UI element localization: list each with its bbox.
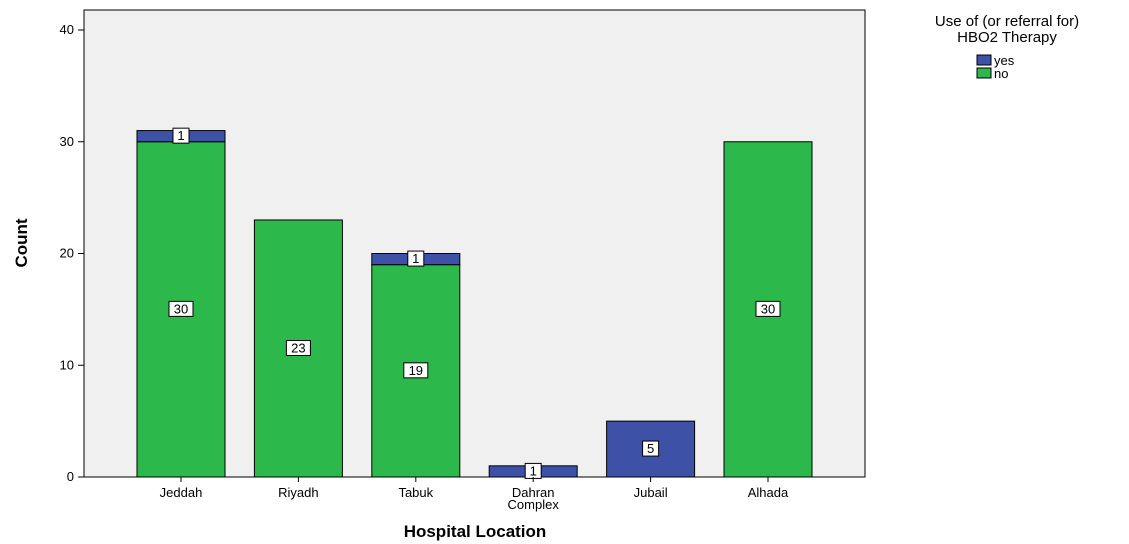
y-tick-label: 30 [60, 134, 74, 149]
legend-title-line1: Use of (or referral for) [935, 13, 1079, 30]
data-label: 5 [642, 440, 660, 457]
data-label: 23 [285, 339, 311, 356]
data-label: 19 [403, 362, 429, 379]
data-labels: 30 1 23 19 1 1 5 30 [168, 127, 781, 479]
legend-label-yes: yes [994, 53, 1015, 68]
x-axis-title: Hospital Location [404, 522, 547, 541]
x-tick-label: Jubail [634, 485, 668, 500]
y-tick-label: 20 [60, 246, 74, 261]
data-label: 1 [524, 462, 542, 479]
data-label: 30 [755, 300, 781, 317]
svg-text:1: 1 [412, 251, 419, 266]
y-tick-label: 40 [60, 22, 74, 37]
svg-text:1: 1 [530, 463, 537, 478]
x-tick-label: Riyadh [278, 485, 318, 500]
legend-swatch-yes [976, 54, 992, 66]
y-tick-label: 10 [60, 357, 74, 372]
data-label: 30 [168, 300, 194, 317]
legend-label-no: no [994, 66, 1008, 81]
svg-text:1: 1 [177, 128, 184, 143]
legend-swatch-no [976, 67, 992, 79]
x-tick-label: Dahran Complex [508, 485, 560, 512]
y-axis: 0 10 20 30 40 [60, 22, 84, 484]
y-axis-title: Count [12, 218, 31, 267]
legend: Use of (or referral for) HBO2 Therapy ye… [935, 13, 1079, 81]
x-tick-label: Alhada [748, 485, 789, 500]
x-axis: Jeddah Riyadh Tabuk Dahran Complex Jubail Alha… [160, 477, 789, 512]
svg-text:19: 19 [409, 363, 423, 378]
x-tick-label: Tabuk [398, 485, 433, 500]
svg-text:30: 30 [174, 301, 188, 316]
svg-text:23: 23 [291, 340, 305, 355]
svg-text:5: 5 [647, 441, 654, 456]
x-tick-label: Jeddah [160, 485, 203, 500]
y-tick-label: 0 [67, 469, 74, 484]
legend-title-line2: HBO2 Therapy [957, 29, 1057, 46]
data-label: 1 [172, 127, 190, 144]
svg-text:30: 30 [761, 301, 775, 316]
data-label: 1 [407, 250, 425, 267]
